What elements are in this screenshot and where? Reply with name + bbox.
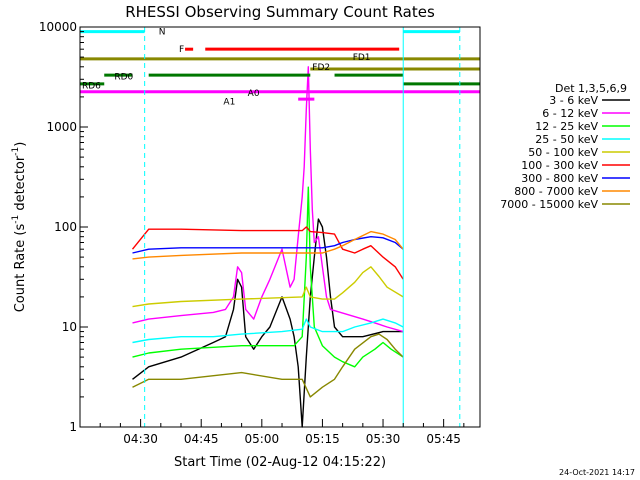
chart-title: RHESSI Observing Summary Count Rates xyxy=(125,3,435,21)
legend-label-3: 25 - 50 keV xyxy=(535,133,598,146)
x-tick-label-3: 05:15 xyxy=(305,432,340,446)
series-line-6 xyxy=(132,235,404,254)
legend-label-2: 12 - 25 keV xyxy=(535,120,598,133)
y-label-suffix: ) xyxy=(13,142,28,147)
y-tick-label-2: 100 xyxy=(54,220,77,234)
x-tick-label-1: 04:45 xyxy=(184,432,219,446)
series-line-1 xyxy=(132,66,404,333)
y-tick-label-0: 1 xyxy=(69,420,77,434)
series-line-8 xyxy=(132,333,404,398)
legend-label-5: 100 - 300 keV xyxy=(521,159,598,172)
legend-label-1: 6 - 12 keV xyxy=(542,107,598,120)
state-bar-label-7: A1 xyxy=(223,97,235,107)
series-lines xyxy=(131,66,404,428)
state-bar-label-0: N xyxy=(159,28,166,38)
series-line-4 xyxy=(132,266,404,308)
y-tick-label-3: 1000 xyxy=(46,120,77,134)
x-tick-label-2: 05:00 xyxy=(245,432,280,446)
legend-label-8: 7000 - 15000 keV xyxy=(500,198,598,211)
x-tick-label-0: 04:30 xyxy=(123,432,158,446)
state-bar-label-2: FD1 xyxy=(353,53,371,63)
y-label-mid: detector xyxy=(13,155,28,215)
legend-label-4: 50 - 100 keV xyxy=(528,146,598,159)
x-tick-label-4: 05:30 xyxy=(366,432,401,446)
series-line-0 xyxy=(132,218,404,428)
x-tick-label-5: 05:45 xyxy=(426,432,461,446)
series-line-5 xyxy=(131,226,404,280)
y-axis: 1 10 100 1000 10000 xyxy=(39,20,88,434)
state-bar-label-1: F xyxy=(179,45,184,55)
series-line-3 xyxy=(132,318,404,344)
legend-label-7: 800 - 7000 keV xyxy=(514,185,598,198)
state-bar-label-6: A0 xyxy=(248,89,260,99)
legend-label-6: 300 - 800 keV xyxy=(521,172,598,185)
x-axis-label: Start Time (02-Aug-12 04:15:22) xyxy=(174,455,386,470)
series-line-2 xyxy=(132,186,404,368)
legend-label-0: 3 - 6 keV xyxy=(549,94,598,107)
y-label-exp2: -1 xyxy=(11,147,21,156)
y-axis-label: Count Rate (s-1 detector-1) xyxy=(11,142,28,313)
y-tick-label-4: 10000 xyxy=(39,20,77,34)
legend-title: Det 1,3,5,6,9 xyxy=(555,82,627,95)
y-label-exp1: -1 xyxy=(11,215,21,224)
state-bar-label-5: RD6 xyxy=(82,82,101,92)
series-line-7 xyxy=(132,230,404,260)
state-bars: N F FD1 FD2 RD0 RD6 A0 A1 xyxy=(80,28,480,107)
x-axis: 04:30 04:45 05:00 05:15 05:30 05:45 xyxy=(99,419,465,446)
y-tick-label-1: 10 xyxy=(62,320,77,334)
y-label-prefix: Count Rate (s xyxy=(13,224,28,313)
state-bar-label-4: RD0 xyxy=(114,72,133,82)
timestamp: 24-Oct-2021 14:17 xyxy=(559,468,635,477)
state-bar-label-3: FD2 xyxy=(312,63,330,73)
